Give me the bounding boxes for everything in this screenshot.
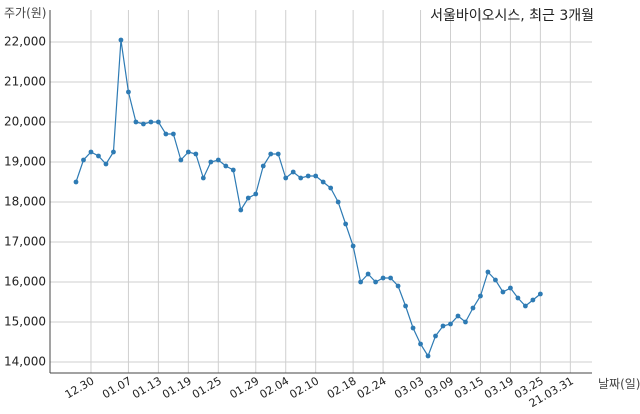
data-point [508, 285, 513, 291]
y-tick-label: 18,000 [4, 195, 46, 209]
data-point [88, 149, 94, 155]
x-tick-label: 02.04 [257, 374, 291, 401]
data-point [380, 275, 386, 281]
x-tick-label: 01.13 [130, 374, 164, 401]
data-point [305, 173, 311, 179]
data-point [470, 305, 476, 311]
data-point [365, 271, 371, 277]
data-point [118, 37, 124, 43]
data-point [111, 149, 116, 155]
data-point [208, 159, 214, 165]
data-point [253, 191, 259, 197]
data-point [96, 153, 101, 159]
data-point [230, 167, 236, 173]
data-point [320, 179, 326, 185]
data-point [133, 119, 139, 125]
y-axis-label: 주가(원) [4, 6, 46, 20]
x-tick-label: 02.24 [355, 374, 389, 401]
data-point [530, 297, 536, 303]
data-point [126, 89, 131, 95]
data-point [350, 243, 356, 249]
data-point [388, 275, 393, 281]
data-point [335, 199, 341, 205]
data-point [373, 279, 378, 285]
data-point [440, 323, 446, 329]
y-tick-label: 20,000 [4, 115, 46, 129]
data-point [493, 277, 498, 283]
data-point [200, 175, 206, 181]
data-point [455, 313, 461, 319]
y-tick-label: 19,000 [4, 155, 46, 169]
data-point [523, 303, 528, 309]
data-point [103, 161, 109, 167]
data-point [537, 291, 543, 297]
y-tick-label: 21,000 [4, 75, 46, 89]
data-point [343, 221, 349, 227]
x-tick-label: 01.07 [100, 374, 134, 401]
x-tick-label: 01.19 [160, 374, 194, 401]
data-point [193, 151, 199, 157]
data-point [81, 157, 86, 163]
data-point [268, 151, 274, 157]
data-point [245, 195, 251, 201]
data-point [448, 321, 453, 327]
x-axis-label: 날짜(일) [598, 377, 640, 391]
data-point [163, 131, 169, 137]
axes [49, 10, 592, 374]
data-point [260, 163, 266, 169]
x-tick-label: 03.09 [422, 374, 456, 401]
data-point [313, 173, 319, 179]
y-tick-label: 14,000 [4, 355, 46, 369]
data-point [141, 121, 146, 127]
data-point [298, 175, 304, 181]
data-point [223, 163, 229, 169]
data-point [410, 325, 416, 331]
x-tick-label: 01.25 [190, 374, 224, 401]
data-point [73, 179, 79, 185]
y-tick-labels: 14,000 15,000 16,000 17,000 18,000 19,000 20,0… [4, 35, 46, 369]
price-points [73, 37, 543, 359]
data-point [178, 157, 184, 163]
chart-title: 서울바이오시스, 최근 3개월 [430, 8, 594, 24]
y-tick-label: 17,000 [4, 235, 46, 249]
data-point [478, 293, 483, 299]
y-tick-label: 15,000 [4, 315, 46, 329]
y-tick-label: 16,000 [4, 275, 46, 289]
data-point [290, 169, 296, 175]
x-tick-label: 03.19 [482, 374, 516, 401]
data-point [328, 185, 334, 191]
data-point [215, 157, 221, 163]
data-point [425, 353, 431, 359]
grid-lines [50, 10, 592, 373]
x-tick-label: 03.03 [392, 374, 426, 401]
data-point [170, 131, 176, 137]
data-point [155, 119, 161, 125]
data-point [358, 279, 364, 285]
data-point [485, 269, 491, 275]
data-point [283, 175, 289, 181]
data-point [238, 207, 244, 213]
data-point [500, 289, 506, 295]
x-tick-label: 12.30 [63, 374, 97, 401]
x-tick-label: 03.15 [452, 374, 486, 401]
y-tick-label: 22,000 [4, 35, 46, 49]
data-point [275, 151, 281, 157]
x-tick-label: 02.18 [325, 374, 359, 401]
data-point [185, 149, 191, 155]
data-point [148, 119, 154, 125]
data-point [403, 303, 408, 309]
x-tick-label: 01.29 [227, 374, 261, 401]
data-point [433, 333, 438, 339]
data-point [418, 341, 423, 347]
data-point [395, 283, 401, 289]
data-point [515, 295, 521, 301]
data-point [463, 319, 468, 325]
x-tick-label: 02.10 [287, 374, 321, 401]
